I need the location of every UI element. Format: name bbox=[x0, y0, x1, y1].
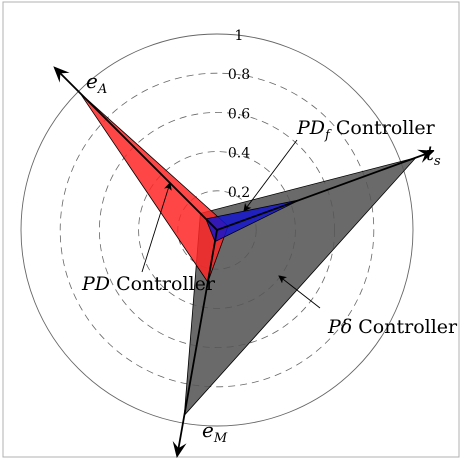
r-tick-label: 0.4 bbox=[228, 146, 250, 162]
axis-lines bbox=[53, 66, 435, 458]
axis-line-eM bbox=[177, 229, 218, 449]
annotation-arrow-2 bbox=[243, 139, 298, 212]
grid-circle-0-8 bbox=[59, 72, 375, 388]
axis-label-eM: eM bbox=[202, 418, 228, 446]
series-polygon-2 bbox=[205, 199, 301, 243]
series-annotations: Pδ Controller PD Controller PDf Controller bbox=[81, 117, 458, 338]
annotation-label-1: PD Controller bbox=[81, 273, 216, 295]
r-tick-label: 0.8 bbox=[228, 67, 250, 83]
axis-label-tA: ts bbox=[426, 141, 441, 169]
series-polygon-1 bbox=[79, 92, 229, 283]
labels: 0.2 0.4 0.6 0.8 1 ts eA eM bbox=[86, 28, 441, 446]
axis-line-eA bbox=[59, 72, 218, 231]
axis-arrowhead-eA bbox=[53, 66, 70, 83]
annotation-label-2: PDf Controller bbox=[296, 117, 436, 143]
annotation-arrow-0 bbox=[278, 275, 321, 309]
annotation-label-0: Pδ Controller bbox=[327, 316, 458, 338]
axis-line-tA bbox=[216, 153, 426, 231]
annotation-arrow-1 bbox=[141, 182, 172, 273]
axis-arrowhead-eM bbox=[172, 441, 187, 458]
axis-arrowhead-tA bbox=[417, 149, 435, 163]
r-tick-label: 1 bbox=[235, 28, 244, 44]
r-tick-label: 0.6 bbox=[228, 106, 250, 122]
grid-circle-1 bbox=[20, 33, 414, 427]
axis-label-eA: eA bbox=[86, 69, 107, 97]
r-tick-label: 0.2 bbox=[228, 185, 250, 201]
